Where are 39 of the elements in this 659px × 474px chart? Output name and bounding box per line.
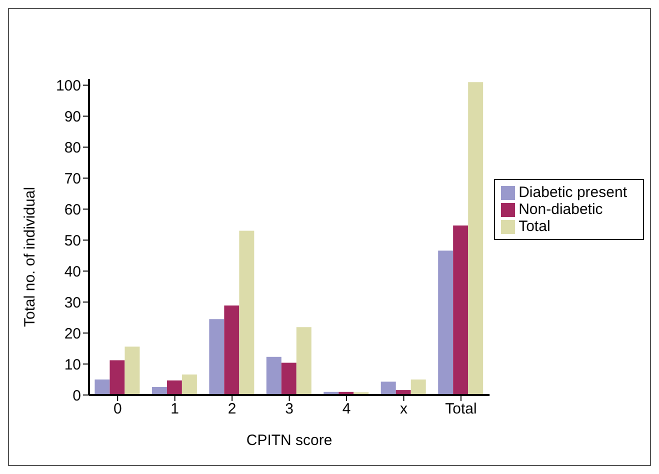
x-tick-label: 3: [285, 400, 294, 418]
y-tick-label: 60: [64, 201, 81, 218]
y-tick-label: 50: [64, 232, 81, 250]
y-tick-label: 100: [56, 78, 81, 95]
y-tick-label: 40: [64, 263, 81, 280]
x-tick-label: 1: [170, 400, 180, 418]
bar: [239, 230, 254, 395]
y-tick-label: 80: [64, 139, 81, 156]
legend-label: Non-diabetic: [518, 201, 603, 218]
bar: [438, 250, 454, 395]
bar: [182, 374, 197, 395]
bar: [296, 327, 312, 395]
bar: [209, 319, 224, 395]
y-tick-label: 90: [64, 108, 81, 126]
y-tick-label: 10: [64, 356, 81, 374]
bar: [94, 380, 110, 395]
x-tick-label: x: [400, 400, 408, 418]
legend-label: Total: [518, 218, 550, 235]
bar: [410, 380, 426, 395]
bar: [124, 346, 140, 395]
x-axis-title: CPITN score: [246, 432, 332, 449]
bar: [224, 305, 240, 395]
bar: [380, 382, 396, 395]
legend-label: Diabetic present: [518, 184, 627, 201]
x-tick-label: 0: [113, 400, 122, 418]
bar: [166, 380, 182, 395]
x-tick-label: Total: [445, 400, 477, 418]
bar: [453, 226, 468, 395]
x-tick-label: 4: [342, 400, 351, 418]
bar: [110, 360, 125, 395]
bar: [281, 362, 296, 395]
y-tick-label: 20: [64, 325, 81, 342]
bar: [266, 356, 282, 395]
y-tick-label: 0: [72, 387, 81, 404]
x-tick-label: 2: [228, 400, 236, 418]
y-tick-label: 70: [64, 170, 81, 188]
y-axis-title: Total no. of individual: [21, 186, 38, 327]
y-tick-label: 30: [64, 294, 81, 312]
bar: [468, 82, 484, 395]
